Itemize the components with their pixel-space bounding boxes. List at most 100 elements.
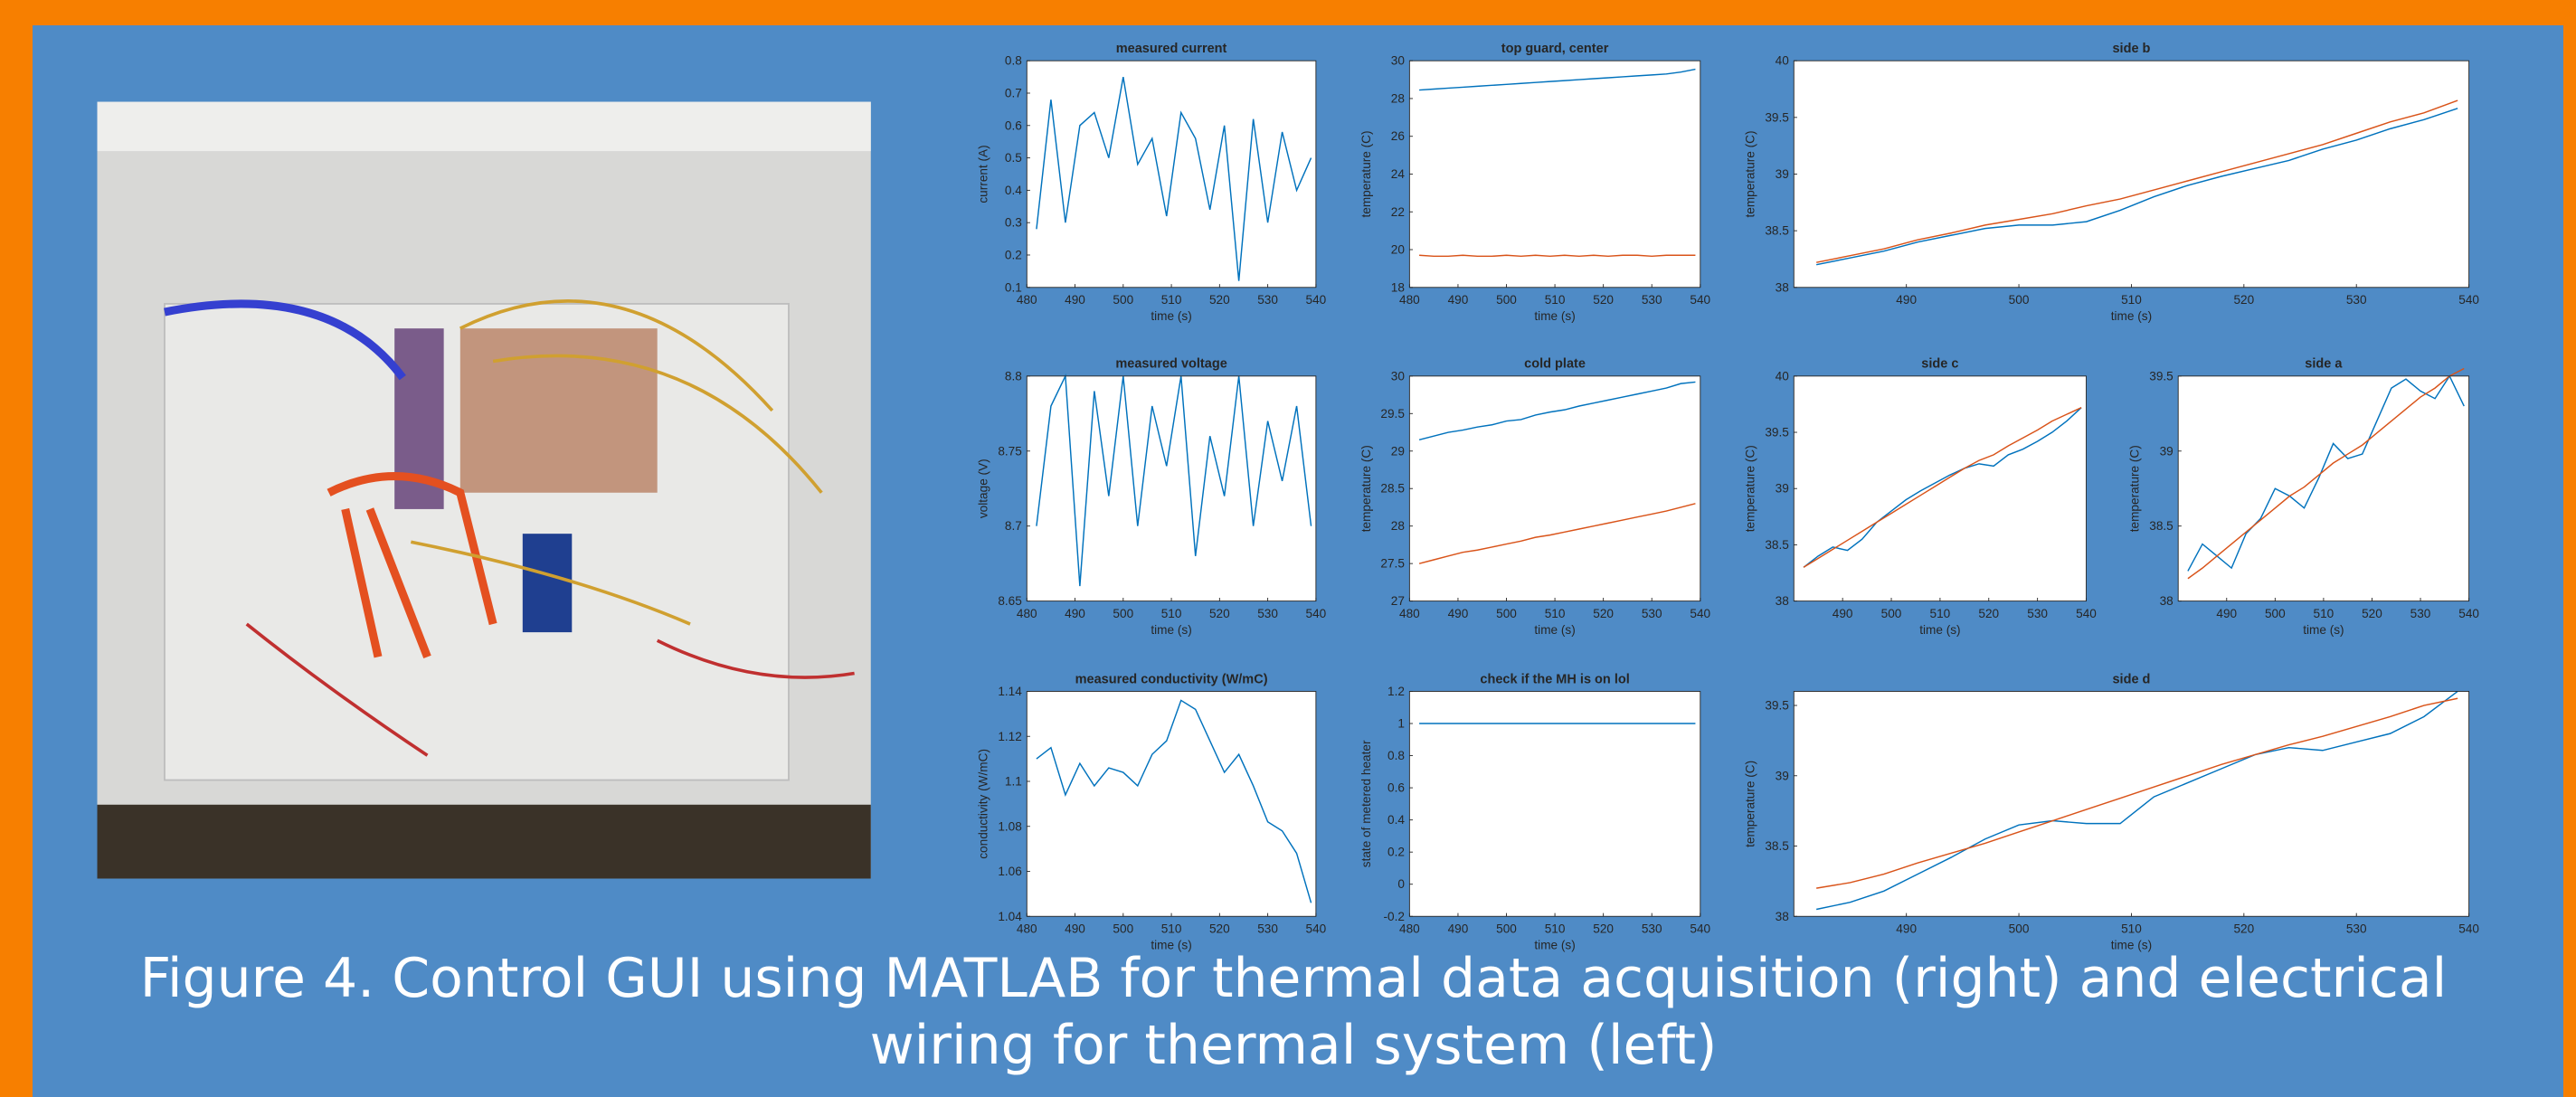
- y-tick-label: 0.2: [1387, 846, 1405, 859]
- x-tick-label: 530: [2410, 607, 2431, 620]
- x-tick-label: 500: [1881, 607, 1902, 620]
- y-tick-label: 0.4: [1005, 184, 1022, 197]
- x-tick-label: 520: [2362, 607, 2382, 620]
- chart-title: cold plate: [1524, 357, 1586, 372]
- y-axis-label: temperature (C): [1744, 761, 1757, 847]
- series-line: [1419, 68, 1696, 91]
- y-tick-label: 0.4: [1387, 813, 1405, 827]
- y-tick-label: 30: [1391, 54, 1406, 68]
- x-tick-label: 500: [2265, 607, 2286, 620]
- x-tick-label: 490: [2216, 607, 2237, 620]
- x-axis-label: time (s): [2111, 309, 2152, 323]
- series-line: [2187, 367, 2465, 580]
- series-line: [1036, 374, 1312, 587]
- plot-area: [1794, 61, 2469, 288]
- x-axis-label: time (s): [2303, 623, 2344, 637]
- x-tick-label: 530: [1642, 922, 1662, 935]
- x-tick-label: 530: [2346, 922, 2367, 935]
- x-axis-label: time (s): [1151, 309, 1191, 323]
- y-tick-label: 0.1: [1005, 280, 1022, 294]
- y-tick-label: 38: [2160, 594, 2174, 608]
- x-tick-label: 500: [1113, 293, 1133, 307]
- x-tick-label: 520: [1978, 607, 1999, 620]
- x-tick-label: 500: [1113, 607, 1133, 620]
- axes-box: [1026, 375, 1317, 602]
- x-tick-label: 520: [1593, 922, 1614, 935]
- y-tick-label: 1.2: [1387, 685, 1405, 698]
- y-tick-label: 22: [1391, 205, 1405, 219]
- y-tick-label: 0.8: [1005, 54, 1022, 68]
- axes-box: [1408, 375, 1701, 602]
- x-tick-label: 500: [1496, 293, 1517, 307]
- y-tick-label: 39.5: [2149, 369, 2174, 383]
- axes-box: [2177, 375, 2470, 602]
- plot-area: [2178, 375, 2469, 601]
- y-tick-label: 39: [1776, 482, 1789, 496]
- x-tick-label: 520: [1593, 293, 1614, 307]
- x-tick-label: 510: [1161, 293, 1182, 307]
- y-tick-label: 39: [2160, 444, 2174, 458]
- x-tick-label: 510: [1930, 607, 1951, 620]
- y-axis-label: temperature (C): [1359, 445, 1373, 532]
- x-tick-label: 530: [1642, 607, 1662, 620]
- y-tick-label: 28: [1391, 519, 1405, 533]
- x-tick-label: 500: [1113, 922, 1133, 935]
- chart: measured current time (s) current (A) 480 49…: [977, 42, 1327, 323]
- plot-area: [1794, 375, 2087, 601]
- chart: measured conductivity (W/mC) time (s) cond…: [977, 672, 1327, 951]
- chart-title: side d: [2112, 672, 2150, 686]
- y-tick-label: 0.7: [1005, 87, 1022, 100]
- y-tick-label: 8.75: [998, 444, 1022, 458]
- x-tick-label: 490: [1065, 922, 1085, 935]
- x-tick-label: 530: [1257, 293, 1278, 307]
- x-axis-label: time (s): [1919, 623, 1960, 637]
- series-line: [1816, 690, 2458, 911]
- plot-area: [1409, 691, 1700, 917]
- x-tick-label: 480: [1399, 293, 1420, 307]
- y-tick-label: 1.1: [1005, 775, 1022, 789]
- y-tick-label: 29.5: [1380, 407, 1405, 421]
- y-tick-label: 38.5: [1765, 839, 1789, 853]
- y-tick-label: 1.14: [998, 685, 1022, 698]
- series-line: [2187, 374, 2465, 572]
- x-tick-label: 510: [1545, 607, 1566, 620]
- x-tick-label: 540: [1690, 607, 1710, 620]
- x-axis-label: time (s): [1151, 939, 1191, 952]
- x-tick-label: 540: [1306, 607, 1327, 620]
- chart-title: top guard, center: [1501, 42, 1609, 56]
- x-tick-label: 520: [1209, 607, 1230, 620]
- y-tick-label: 1.06: [998, 865, 1022, 878]
- x-tick-label: 520: [1593, 607, 1614, 620]
- plot-area: [1794, 691, 2469, 917]
- x-tick-label: 540: [1306, 293, 1327, 307]
- x-tick-label: 510: [1545, 922, 1566, 935]
- x-tick-label: 490: [1065, 293, 1085, 307]
- chart-title: side c: [1921, 357, 1958, 372]
- y-tick-label: 40: [1776, 369, 1790, 383]
- x-tick-label: 510: [1161, 922, 1182, 935]
- y-tick-label: 38: [1776, 594, 1789, 608]
- plot-area: [1409, 375, 1700, 601]
- y-tick-label: 20: [1391, 243, 1406, 257]
- chart: measured voltage time (s) voltage (V) 480 49…: [977, 357, 1327, 637]
- x-tick-label: 530: [2346, 293, 2367, 307]
- y-axis-label: voltage (V): [977, 459, 990, 518]
- y-tick-label: 0.2: [1005, 249, 1022, 262]
- chart: side a time (s) temperature (C) 490 500 510 52…: [2128, 357, 2480, 637]
- y-tick-label: 0.8: [1387, 749, 1405, 762]
- y-tick-label: -0.2: [1383, 910, 1404, 923]
- y-tick-label: 39: [1776, 769, 1789, 782]
- chart-title: side b: [2112, 42, 2150, 56]
- chart: top guard, center time (s) temperature (C)…: [1359, 42, 1711, 323]
- y-tick-label: 8.8: [1005, 369, 1022, 383]
- x-tick-label: 480: [1399, 922, 1420, 935]
- y-tick-label: 39.5: [1765, 110, 1789, 124]
- series-line: [1419, 254, 1696, 258]
- x-tick-label: 510: [2314, 607, 2334, 620]
- y-tick-label: 1.08: [998, 819, 1022, 833]
- x-tick-label: 510: [2121, 293, 2142, 307]
- x-axis-label: time (s): [1534, 623, 1575, 637]
- chart-title: side a: [2305, 357, 2343, 372]
- x-tick-label: 520: [2233, 293, 2254, 307]
